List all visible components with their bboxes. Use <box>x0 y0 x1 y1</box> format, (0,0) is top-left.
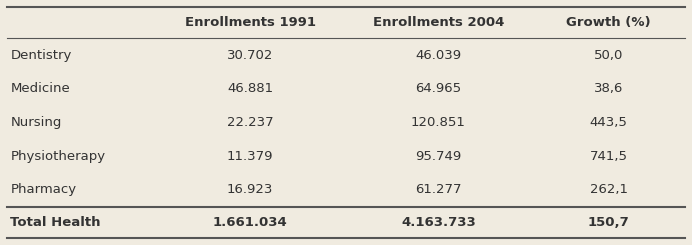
Text: 150,7: 150,7 <box>588 216 630 229</box>
Text: Total Health: Total Health <box>10 216 101 229</box>
Text: Pharmacy: Pharmacy <box>10 183 77 196</box>
Text: 46.039: 46.039 <box>415 49 462 62</box>
Text: Growth (%): Growth (%) <box>567 16 651 29</box>
Text: 120.851: 120.851 <box>411 116 466 129</box>
Text: Dentistry: Dentistry <box>10 49 72 62</box>
Text: 64.965: 64.965 <box>415 82 462 95</box>
Text: Physiotherapy: Physiotherapy <box>10 150 105 163</box>
Text: 1.661.034: 1.661.034 <box>212 216 287 229</box>
Text: Enrollments 2004: Enrollments 2004 <box>372 16 504 29</box>
Text: 50,0: 50,0 <box>594 49 623 62</box>
Text: 262,1: 262,1 <box>590 183 628 196</box>
Text: 4.163.733: 4.163.733 <box>401 216 475 229</box>
Text: 38,6: 38,6 <box>594 82 623 95</box>
Text: 30.702: 30.702 <box>227 49 273 62</box>
Text: 11.379: 11.379 <box>227 150 273 163</box>
Text: Medicine: Medicine <box>10 82 70 95</box>
Text: 16.923: 16.923 <box>227 183 273 196</box>
Text: Enrollments 1991: Enrollments 1991 <box>185 16 316 29</box>
Text: 741,5: 741,5 <box>590 150 628 163</box>
Text: 61.277: 61.277 <box>415 183 462 196</box>
Text: 95.749: 95.749 <box>415 150 462 163</box>
Text: 22.237: 22.237 <box>227 116 273 129</box>
Text: 443,5: 443,5 <box>590 116 628 129</box>
Text: Nursing: Nursing <box>10 116 62 129</box>
Text: 46.881: 46.881 <box>227 82 273 95</box>
